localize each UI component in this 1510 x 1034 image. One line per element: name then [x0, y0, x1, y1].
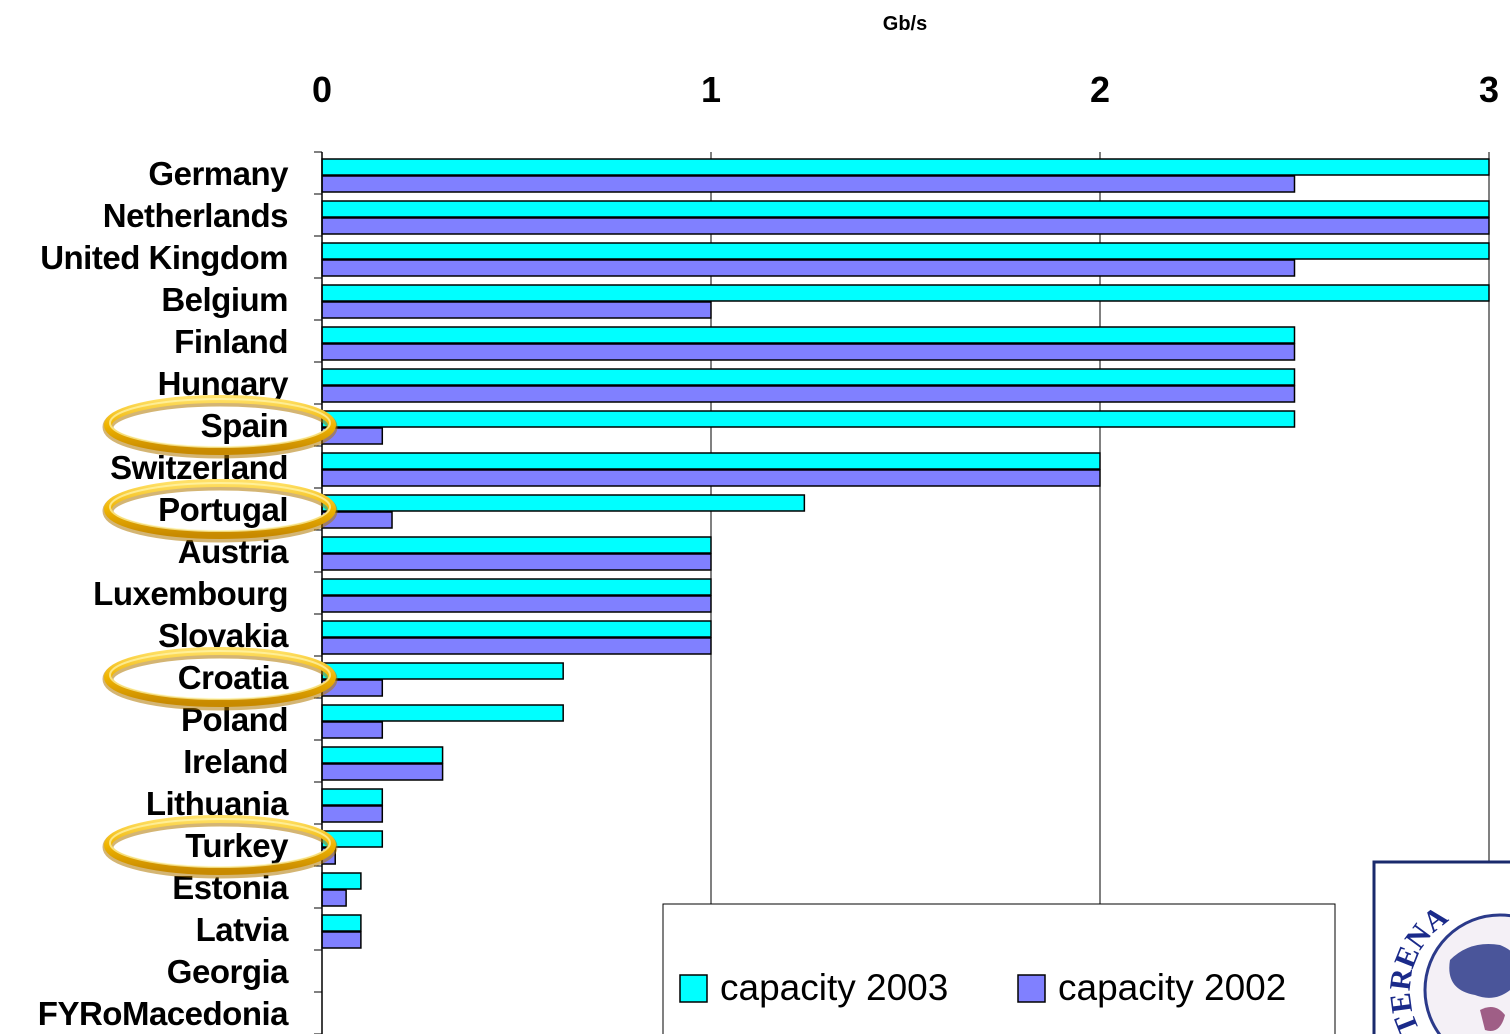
bar-2002	[321, 889, 347, 907]
bar-2003	[321, 158, 1490, 176]
bar-2003	[321, 494, 806, 512]
bar-2003	[321, 452, 1101, 470]
bar-2003	[321, 746, 444, 764]
legend-box	[662, 903, 1336, 1034]
bar-2002	[321, 343, 1296, 361]
bar-2002	[321, 595, 712, 613]
legend-swatch-2003	[679, 974, 708, 1003]
bar-2003	[321, 410, 1296, 428]
highlight-ring	[109, 398, 331, 448]
highlight-ring	[109, 650, 331, 700]
x-tick-label: 2	[1090, 69, 1110, 110]
highlight-rings	[102, 395, 338, 879]
bar-2002	[321, 721, 384, 739]
x-tick-label: 3	[1479, 69, 1499, 110]
highlight-ring	[109, 818, 331, 868]
bar-2003	[321, 578, 712, 596]
bar-2002	[321, 301, 712, 319]
bar-2003	[321, 200, 1490, 218]
category-label: Belgium	[161, 281, 288, 318]
logo-globe-land	[1449, 944, 1510, 998]
category-label: Latvia	[196, 911, 290, 948]
bar-2002	[321, 637, 712, 655]
category-label: Netherlands	[103, 197, 288, 234]
bar-2002	[321, 763, 444, 781]
x-tick-label: 0	[312, 69, 332, 110]
legend-swatch-2002	[1017, 974, 1046, 1003]
category-label: Spain	[201, 407, 288, 444]
highlight-ring	[109, 482, 331, 532]
bar-2003	[321, 662, 564, 680]
bar-2003	[321, 368, 1296, 386]
bar-2003	[321, 620, 712, 638]
category-label: Finland	[174, 323, 288, 360]
category-labels: Germany Netherlands United Kingdom Belgium F…	[38, 155, 290, 1032]
category-label: United Kingdom	[40, 239, 288, 276]
y-category-ticks	[314, 151, 322, 1034]
bar-2002	[321, 385, 1296, 403]
category-label: Luxembourg	[93, 575, 288, 612]
legend-label-2002: capacity 2002	[1058, 967, 1286, 1008]
category-label: Croatia	[178, 659, 289, 696]
legend-label-2003: capacity 2003	[720, 967, 948, 1008]
bar-2003	[321, 872, 362, 890]
legend: capacity 2003 capacity 2002	[662, 903, 1336, 1034]
bar-2003	[321, 536, 712, 554]
x-axis-title: Gb/s	[883, 13, 927, 35]
bar-2002	[321, 469, 1101, 487]
logo-globe-land-2	[1480, 1006, 1505, 1031]
bar-2002	[321, 805, 384, 823]
category-label: Ireland	[183, 743, 288, 780]
bar-2003	[321, 704, 564, 722]
bar-2002	[321, 175, 1296, 193]
bar-2003	[321, 284, 1490, 302]
category-label: Germany	[148, 155, 289, 192]
category-label: Portugal	[158, 491, 288, 528]
bar-2003	[321, 788, 384, 806]
bars	[321, 158, 1490, 949]
terena-logo: TERENA	[1372, 860, 1510, 1034]
bar-2002	[321, 217, 1490, 235]
bar-2003	[321, 326, 1296, 344]
category-label: FYRoMacedonia	[38, 995, 289, 1032]
x-tick-label: 1	[701, 69, 721, 110]
category-label: Georgia	[167, 953, 289, 990]
x-tick-labels: 0 1 2 3	[312, 69, 1499, 110]
category-label: Turkey	[185, 827, 289, 864]
bar-2003	[321, 242, 1490, 260]
bar-2003	[321, 914, 362, 932]
bar-2002	[321, 553, 712, 571]
bar-2002	[321, 259, 1296, 277]
bar-2002	[321, 931, 362, 949]
